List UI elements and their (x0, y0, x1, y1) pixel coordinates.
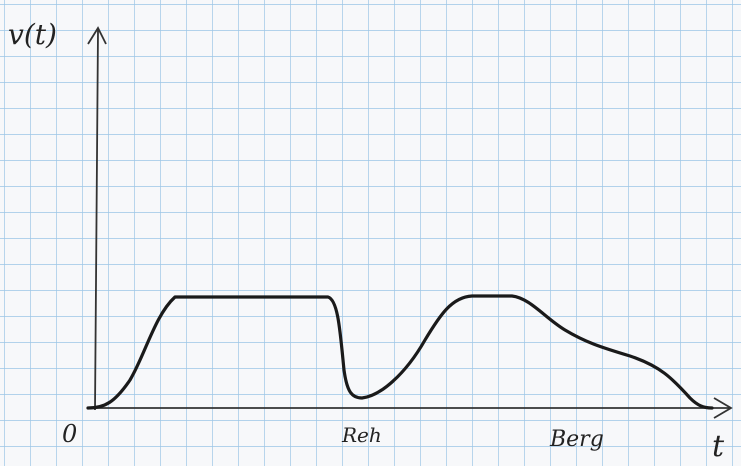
x-axis-label: t (712, 429, 725, 464)
velocity-curve (86, 294, 714, 410)
point-label: Reh (341, 423, 382, 447)
y-axis (87, 26, 107, 411)
x-axis (88, 397, 733, 419)
point-label: Berg (549, 427, 604, 452)
y-axis-label: v(t) (8, 18, 57, 51)
origin-label: 0 (62, 420, 77, 448)
